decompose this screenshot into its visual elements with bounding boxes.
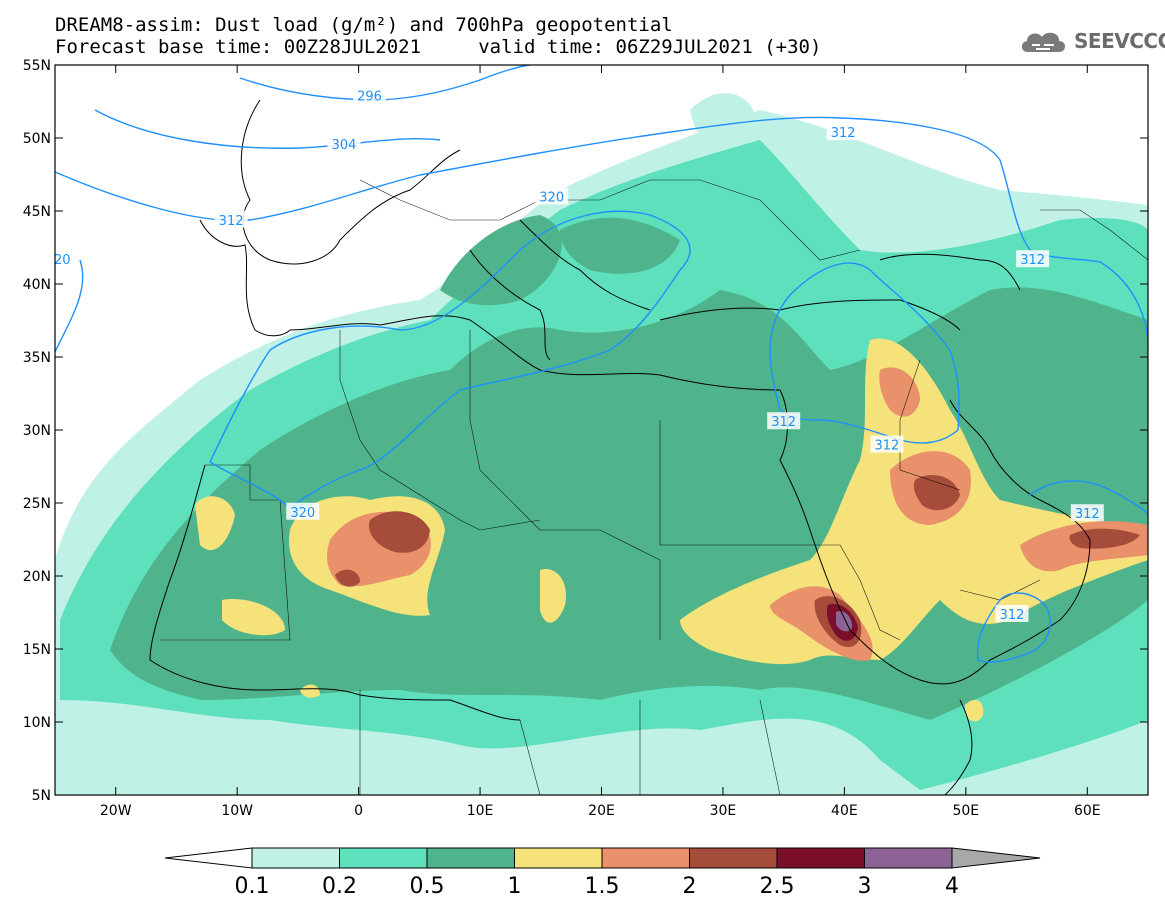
forecast-time-line: Forecast base time: 00Z28JUL2021 valid t…	[55, 36, 822, 58]
country-borders	[160, 179, 1148, 795]
lat-tick-label: 10N	[23, 715, 51, 731]
contour-label: 304	[327, 134, 361, 153]
contour-label: 312	[995, 604, 1029, 623]
colorbar-segment	[776, 847, 865, 869]
svg-text:304: 304	[332, 138, 357, 153]
lat-tick-label: 20N	[23, 569, 51, 585]
cloud-icon	[1021, 32, 1065, 52]
seevccc-logo: SEEVCCC	[1018, 28, 1165, 54]
colorbar-label: 0.5	[410, 874, 445, 899]
lat-tick-label: 40N	[23, 277, 51, 293]
lat-tick-label: 15N	[23, 642, 51, 658]
lon-tick-label: 30E	[710, 803, 737, 819]
lat-tick-label: 30N	[23, 423, 51, 439]
lat-tick-label: 5N	[32, 788, 51, 804]
svg-text:312: 312	[874, 439, 899, 454]
lat-tick-label: 45N	[23, 204, 51, 220]
colorbar-label: 1	[508, 874, 522, 899]
dust-field-2	[335, 475, 1140, 648]
colorbar-label: 1.5	[585, 874, 620, 899]
svg-text:20: 20	[54, 253, 71, 268]
lon-tick-label: 20W	[100, 803, 132, 819]
svg-text:312: 312	[1000, 608, 1025, 623]
axis-ticks: 55N 50N 45N 40N 35N 30N 25N 20N 15N 10N 5N 20W 10W 0 1…	[23, 58, 1148, 819]
lon-tick-label: 50E	[952, 803, 979, 819]
logo-text: SEEVCCC	[1074, 29, 1165, 53]
lat-tick-label: 55N	[23, 58, 51, 74]
svg-text:312: 312	[771, 415, 796, 430]
colorbar-label: 0.1	[235, 874, 270, 899]
colorbar-under-triangle	[164, 847, 253, 869]
svg-text:312: 312	[831, 126, 856, 141]
contour-label: 312	[870, 435, 904, 454]
contour-label: 312	[214, 210, 248, 229]
contour-labels: 296 304 312 312 312 312 312 312 312 320 320 20	[54, 86, 1104, 623]
colorbar-label: 3	[858, 874, 872, 899]
lon-tick-label: 60E	[1074, 803, 1101, 819]
svg-text:312: 312	[219, 214, 244, 229]
colorbar-segment	[339, 847, 428, 869]
lat-tick-label: 50N	[23, 131, 51, 147]
lon-tick-label: 20E	[588, 803, 615, 819]
svg-text:312: 312	[1020, 253, 1045, 268]
contour-label: 296	[353, 86, 387, 105]
svg-text:320: 320	[539, 190, 564, 205]
colorbar-label: 4	[945, 874, 959, 899]
colorbar-over-triangle	[951, 847, 1041, 869]
colorbar-segment	[426, 847, 515, 869]
contour-label: 312	[1016, 250, 1050, 268]
map-title: DREAM8-assim: Dust load (g/m²) and 700hP…	[55, 14, 673, 36]
lat-tick-label: 35N	[23, 350, 51, 366]
colorbar-segment	[601, 847, 690, 869]
colorbar: 0.1 0.2 0.5 1 1.5 2 2.5 3 4	[164, 847, 1041, 899]
contour-label: 312	[767, 412, 801, 430]
contour-label: 312	[1070, 504, 1104, 522]
svg-text:312: 312	[1075, 507, 1100, 522]
lon-tick-label: 10E	[467, 803, 494, 819]
lon-tick-label: 10W	[221, 803, 253, 819]
colorbar-segment	[864, 847, 953, 869]
colorbar-segment	[689, 847, 778, 869]
contour-label: 312	[826, 123, 860, 141]
coastlines	[149, 99, 1091, 795]
contour-label: 320	[535, 187, 569, 205]
plot-area: 296 304 312 312 312 312 312 312 312 320 320 20	[54, 65, 1148, 795]
colorbar-label: 2.5	[760, 874, 795, 899]
colorbar-segment	[514, 847, 603, 869]
lon-tick-label: 0	[354, 803, 363, 819]
svg-text:320: 320	[290, 506, 315, 521]
contour-label: 20	[54, 250, 75, 268]
contour-label: 320	[286, 502, 320, 521]
lat-tick-label: 25N	[23, 496, 51, 512]
colorbar-segment	[251, 847, 340, 869]
colorbar-label: 2	[683, 874, 697, 899]
svg-text:296: 296	[357, 90, 382, 105]
colorbar-label: 0.2	[322, 874, 357, 899]
lon-tick-label: 40E	[831, 803, 858, 819]
